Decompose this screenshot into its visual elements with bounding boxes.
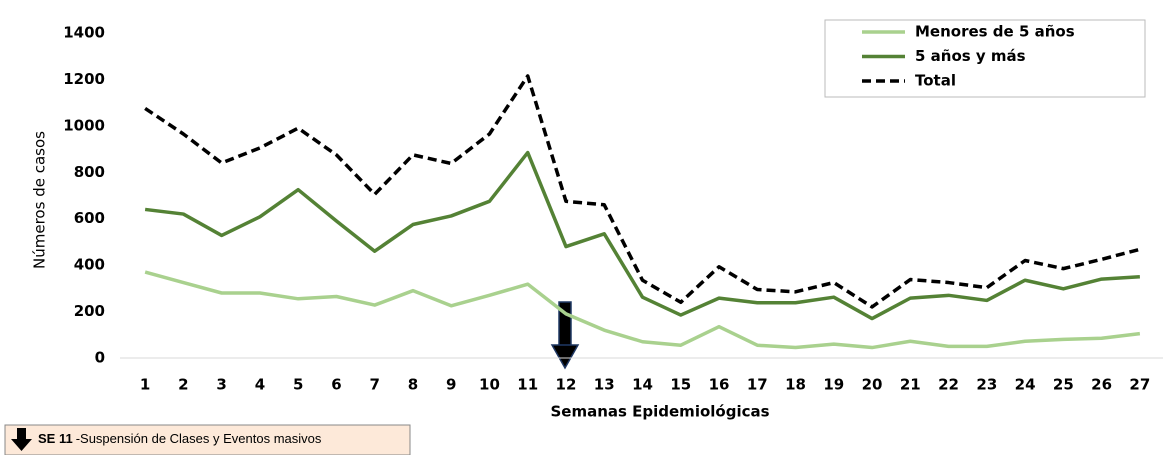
x-tick-label: 16: [709, 376, 730, 394]
y-tick-label: 1000: [63, 116, 105, 134]
x-tick-label: 5: [293, 376, 303, 394]
x-tick-label: 7: [369, 376, 379, 394]
x-tick-label: 26: [1091, 376, 1112, 394]
note-arrow: [11, 428, 32, 451]
note-text: -Suspensión de Clases y Eventos masivos: [76, 431, 322, 446]
x-tick-label: 17: [747, 376, 768, 394]
x-tick-label: 22: [938, 376, 959, 394]
x-tick-label: 1: [140, 376, 150, 394]
x-tick-label: 3: [216, 376, 226, 394]
x-tick-label: 24: [1015, 376, 1036, 394]
x-tick-label: 8: [408, 376, 418, 394]
x-tick-label: 23: [976, 376, 997, 394]
series-line: [144, 150, 1140, 321]
y-tick-label: 1200: [63, 70, 105, 88]
x-tick-label: 9: [446, 376, 456, 394]
y-tick-label: 0: [95, 349, 105, 367]
legend-label: Menores de 5 años: [915, 23, 1075, 41]
x-tick-label: 4: [255, 376, 265, 394]
x-tick-label: 18: [785, 376, 806, 394]
x-tick-label: 14: [632, 376, 653, 394]
legend-label: Total: [915, 72, 956, 90]
x-tick-label: 27: [1129, 376, 1150, 394]
x-tick-label: 6: [331, 376, 341, 394]
x-tick-label: 15: [670, 376, 691, 394]
x-tick-label: 10: [479, 376, 500, 394]
x-tick-label: 11: [517, 376, 538, 394]
note: SE 11 -Suspensión de Clases y Eventos mas…: [38, 431, 322, 446]
x-tick-label: 2: [178, 376, 188, 394]
note-box: [4, 424, 411, 455]
x-tick-label: 12: [556, 376, 577, 394]
legend-label: 5 años y más: [915, 47, 1026, 65]
x-tick-label: 13: [594, 376, 615, 394]
x-tick-label: 21: [900, 376, 921, 394]
series-line: [144, 270, 1141, 350]
x-tick-label: 20: [862, 376, 883, 394]
x-tick-label: 25: [1053, 376, 1074, 394]
y-tick-label: 800: [74, 163, 105, 181]
series-line: [144, 74, 1141, 309]
x-tick-label: 19: [823, 376, 844, 394]
y-tick-label: 1400: [63, 24, 105, 42]
y-tick-label: 600: [74, 209, 105, 227]
x-axis-label: Semanas Epidemiológicas: [550, 403, 769, 421]
y-tick-label: 400: [74, 256, 105, 274]
note-label: SE 11: [38, 431, 73, 446]
y-axis-label: Números de casos: [31, 131, 49, 269]
y-tick-label: 200: [74, 302, 105, 320]
